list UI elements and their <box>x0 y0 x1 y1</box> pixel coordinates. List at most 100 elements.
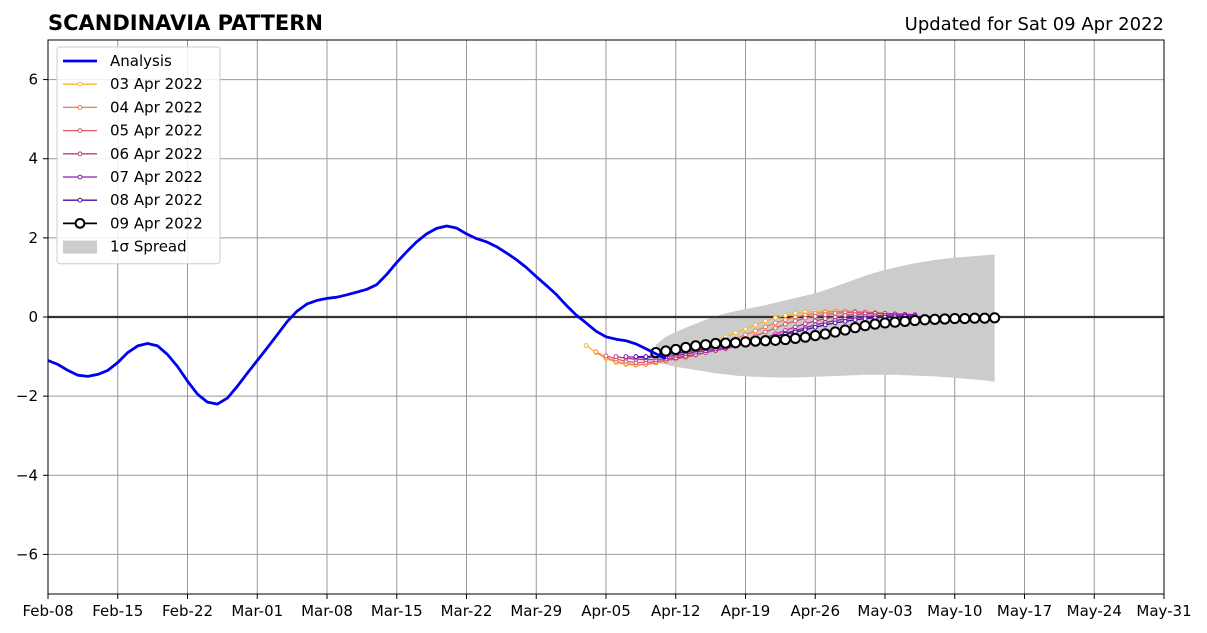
forecast-point <box>771 336 780 345</box>
forecast-point <box>764 319 768 323</box>
forecast-point <box>990 313 999 322</box>
x-tick-label: May-31 <box>1136 602 1191 620</box>
forecast-point <box>624 355 628 359</box>
legend-label: Analysis <box>110 52 172 70</box>
forecast-point <box>813 325 817 329</box>
forecast-point <box>831 327 840 336</box>
forecast-point <box>744 327 748 331</box>
y-tick-label: 4 <box>28 150 38 168</box>
forecast-point <box>890 318 899 327</box>
forecast-point <box>783 322 787 326</box>
forecast-point <box>711 339 720 348</box>
y-tick-label: −2 <box>16 387 38 405</box>
legend-marker <box>78 175 82 179</box>
forecast-point <box>681 343 690 352</box>
forecast-point <box>803 316 807 320</box>
forecast-point <box>900 317 909 326</box>
x-tick-label: May-10 <box>927 602 982 620</box>
legend-label: 06 Apr 2022 <box>110 145 203 163</box>
legend-label: 05 Apr 2022 <box>110 122 203 140</box>
forecast-point <box>584 344 588 348</box>
forecast-point <box>910 316 919 325</box>
forecast-point <box>764 325 768 329</box>
y-tick-label: 6 <box>28 71 38 89</box>
legend: Analysis 03 Apr 2022 04 Apr 2022 05 Apr 202… <box>57 47 220 264</box>
forecast-point <box>783 314 787 318</box>
forecast-point <box>803 322 807 326</box>
forecast-point <box>811 331 820 340</box>
forecast-point <box>950 314 959 323</box>
forecast-point <box>940 314 949 323</box>
legend-label: 08 Apr 2022 <box>110 191 203 209</box>
legend-marker <box>78 152 82 156</box>
forecast-point <box>823 317 827 321</box>
forecast-point <box>773 326 777 330</box>
forecast-point <box>604 354 608 358</box>
x-tick-label: May-24 <box>1067 602 1122 620</box>
forecast-point <box>813 314 817 318</box>
forecast-point <box>661 346 670 355</box>
forecast-point <box>860 321 869 330</box>
forecast-point <box>751 337 760 346</box>
x-tick-label: Feb-08 <box>22 602 73 620</box>
x-tick-label: May-17 <box>997 602 1052 620</box>
forecast-point <box>691 341 700 350</box>
legend-marker <box>76 219 85 228</box>
legend-marker <box>78 82 82 86</box>
forecast-point <box>930 315 939 324</box>
forecast-point <box>754 329 758 333</box>
legend-marker <box>78 198 82 202</box>
x-tick-label: Apr-26 <box>791 602 841 620</box>
y-tick-label: −4 <box>16 466 38 484</box>
y-tick-label: 0 <box>28 308 38 326</box>
x-tick-label: Feb-15 <box>92 602 143 620</box>
legend-label: 1σ Spread <box>110 238 187 256</box>
legend-label: 03 Apr 2022 <box>110 75 203 93</box>
forecast-point <box>793 315 797 319</box>
forecast-point <box>813 319 817 323</box>
forecast-point <box>853 318 857 322</box>
x-tick-label: Apr-05 <box>581 602 631 620</box>
x-tick-label: Mar-22 <box>441 602 493 620</box>
forecast-point <box>980 314 989 323</box>
x-tick-label: Mar-08 <box>301 602 353 620</box>
chart-title: SCANDINAVIA PATTERN <box>48 11 323 35</box>
legend-marker <box>78 106 82 110</box>
forecast-point <box>731 338 740 347</box>
y-tick-label: 2 <box>28 229 38 247</box>
legend-label: 04 Apr 2022 <box>110 98 203 116</box>
forecast-point <box>773 321 777 325</box>
forecast-point <box>644 355 648 359</box>
forecast-point <box>741 337 750 346</box>
forecast-point <box>781 335 790 344</box>
forecast-point <box>671 345 680 354</box>
chart-subtitle: Updated for Sat 09 Apr 2022 <box>905 14 1164 35</box>
forecast-point <box>791 334 800 343</box>
forecast-point <box>761 336 770 345</box>
forecast-point <box>744 333 748 337</box>
forecast-point <box>821 329 830 338</box>
forecast-point <box>734 331 738 335</box>
forecast-point <box>764 330 768 334</box>
forecast-point <box>870 320 879 329</box>
forecast-point <box>754 323 758 327</box>
forecast-point <box>773 316 777 320</box>
legend-label: 07 Apr 2022 <box>110 168 203 186</box>
x-tick-label: Mar-29 <box>510 602 562 620</box>
x-tick-label: Feb-22 <box>162 602 213 620</box>
x-tick-label: Apr-19 <box>721 602 771 620</box>
forecast-point <box>634 355 638 359</box>
forecast-point <box>783 318 787 322</box>
legend-marker <box>78 129 82 133</box>
forecast-point <box>823 313 827 317</box>
forecast-point <box>594 350 598 354</box>
forecast-point <box>801 333 810 342</box>
forecast-point <box>841 325 850 334</box>
x-tick-label: Apr-12 <box>651 602 701 620</box>
forecast-point <box>843 319 847 323</box>
forecast-point <box>793 319 797 323</box>
x-tick-label: May-03 <box>857 602 912 620</box>
y-tick-label: −6 <box>16 545 38 563</box>
forecast-point <box>803 328 807 332</box>
